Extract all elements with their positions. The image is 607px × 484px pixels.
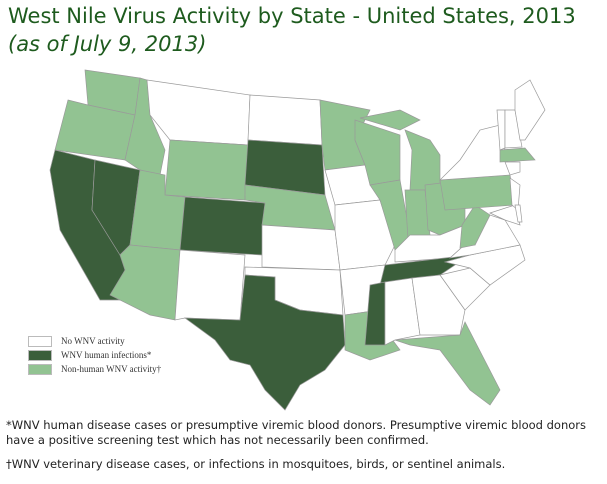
state-nh (504, 109, 523, 149)
footnote-human: *WNV human disease cases or presumptive … (6, 418, 586, 447)
legend-label: WNV human infections* (61, 350, 152, 360)
state-co (179, 196, 266, 256)
state-pa (439, 174, 516, 211)
legend-label: No WNV activity (61, 336, 125, 346)
title-main: West Nile Virus Activity by State - Unit… (8, 4, 576, 28)
legend-item-human: WNV human infections* (28, 348, 161, 362)
state-wy (164, 139, 249, 201)
state-ga (411, 274, 466, 336)
legend-item-none: No WNV activity (28, 334, 161, 348)
legend-label: Non-human WNV activity† (61, 364, 162, 374)
state-nm (174, 249, 246, 321)
state-ks (261, 224, 341, 271)
state-de (514, 204, 523, 223)
legend-swatch (28, 363, 52, 375)
state-md (489, 204, 521, 226)
title-date: (as of July 9, 2013) (8, 32, 207, 56)
legend-swatch (28, 349, 52, 361)
footnotes: *WNV human disease cases or presumptive … (6, 418, 606, 481)
us-map (49, 69, 546, 411)
state-mt (146, 79, 251, 146)
footnote-nonhuman: †WNV veterinary disease cases, or infect… (6, 457, 506, 471)
state-mi (404, 129, 441, 191)
page-title: West Nile Virus Activity by State - Unit… (8, 2, 603, 58)
legend-item-nonhuman: Non-human WNV activity† (28, 362, 161, 376)
state-al (384, 277, 421, 346)
state-me (514, 79, 546, 141)
state-fl (394, 321, 501, 406)
state-nd (247, 94, 323, 146)
state-tx (183, 274, 346, 411)
state-ma (499, 147, 536, 163)
state-ct (504, 161, 521, 176)
legend-swatch (28, 335, 52, 347)
state-mi (359, 109, 421, 131)
state-az (109, 244, 181, 321)
map-legend: No WNV activity WNV human infections* No… (28, 334, 161, 376)
